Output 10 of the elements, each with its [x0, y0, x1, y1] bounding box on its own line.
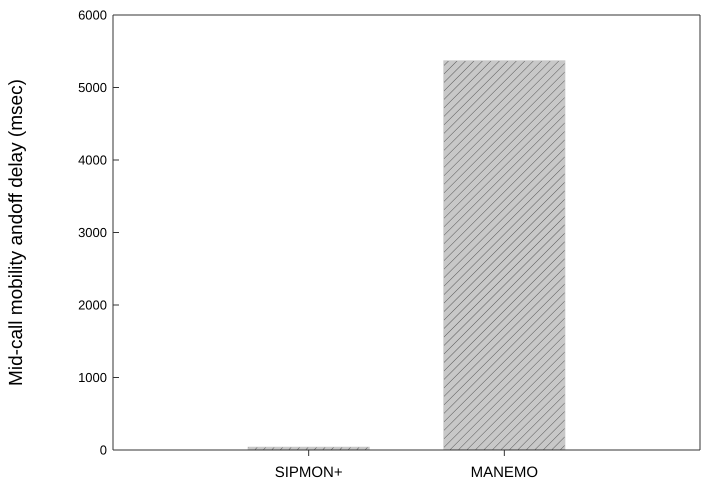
y-tick-label: 6000 [78, 8, 107, 23]
y-tick-label: 3000 [78, 225, 107, 240]
y-axis-title: Mid-call mobility andoff delay (msec) [6, 79, 27, 386]
x-tick-label: MANEMO [470, 464, 538, 481]
y-tick-label: 5000 [78, 80, 107, 96]
y-tick-label: 1000 [78, 370, 107, 386]
y-tick-label: 0 [100, 442, 107, 458]
y-tick-label: 4000 [78, 152, 107, 168]
y-tick-label: 2000 [78, 298, 107, 313]
x-tick-label: SIPMON+ [274, 464, 343, 481]
